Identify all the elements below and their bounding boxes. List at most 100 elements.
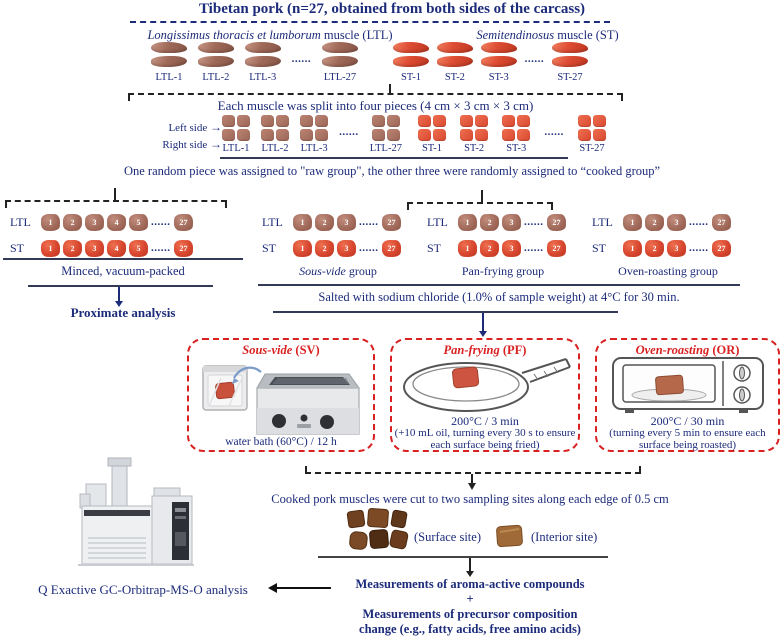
meat-slice xyxy=(436,42,473,53)
meat-piece-numbered: 27 xyxy=(381,239,401,257)
sampling-text: Cooked pork muscles were cut to two samp… xyxy=(271,492,669,506)
meat-piece xyxy=(418,115,431,127)
gc-orbitrap-instrument-illustration xyxy=(78,457,194,566)
meat-piece-numbered: 1 xyxy=(292,239,313,257)
right-side-text: Right side xyxy=(162,139,208,151)
method-name-rest: (SV) xyxy=(292,343,320,357)
raw-ltl-row: LTL 1 2 3 4 5 ...... 27 xyxy=(10,211,193,233)
meat-piece xyxy=(502,115,516,127)
meat-slice xyxy=(393,56,429,67)
st-sample: ST-1 xyxy=(393,42,429,83)
ltl-name-rest: muscle (LTL) xyxy=(320,28,393,42)
meat-piece-numbered: 3 xyxy=(501,239,522,257)
surface-site-label: (Surface site) xyxy=(414,530,481,544)
method-title: Oven-roasting (OR) xyxy=(597,343,778,358)
ellipsis: ...... xyxy=(339,126,359,138)
split-sample: ST-27 xyxy=(578,115,606,154)
method-line2: (+10 mL oil, turning every 30 s to ensur… xyxy=(394,427,576,439)
meat-piece xyxy=(222,115,235,127)
meat-piece xyxy=(315,115,329,127)
meat-piece-numbered: 1 xyxy=(40,239,61,257)
ltl-muscle-label: Longissimus thoracis et lumborum muscle … xyxy=(125,28,415,43)
ellipsis: ...... xyxy=(689,215,709,228)
meat-piece xyxy=(371,115,385,127)
st-samples-row: ST-1 ST-2 ST-3 ...... ST-27 xyxy=(393,42,588,83)
group-ltl-row: LTL 1 2 3...... 27 xyxy=(427,211,579,233)
meat-piece-numbered: 27 xyxy=(381,213,401,231)
meat-piece-numbered: 27 xyxy=(173,239,193,257)
piece-cluster xyxy=(222,115,250,141)
meat-piece-numbered: 2 xyxy=(314,239,335,257)
split-sample: ST-3 xyxy=(502,115,531,154)
group-name-rest: Oven-roasting group xyxy=(618,264,718,278)
split-bracket xyxy=(128,93,623,101)
meat-slice xyxy=(480,56,517,67)
split-sample: ST-2 xyxy=(460,115,489,154)
connector-stem xyxy=(114,188,116,200)
pan-frying-box: Pan-frying (PF) 200°C / 3 min (+10 mL oi… xyxy=(390,338,580,452)
meat-piece xyxy=(460,129,474,141)
section-underline xyxy=(220,157,568,159)
split-sample: LTL-1 xyxy=(222,115,250,154)
meat-piece-numbered: 3 xyxy=(336,213,357,231)
bracket-tick xyxy=(639,466,641,474)
meat-slice xyxy=(197,56,234,67)
raw-group-bracket xyxy=(5,200,227,208)
meat-piece xyxy=(386,129,400,141)
meat-piece-numbered: 2 xyxy=(644,213,665,231)
ltl-sample: LTL-1 xyxy=(151,42,187,83)
meat-piece-numbered: 3 xyxy=(84,213,105,231)
bracket-tick xyxy=(128,93,130,101)
meat-piece xyxy=(578,115,591,127)
sous-vide-box: Sous-vide (SV) water bath (60°C) / 12 h xyxy=(187,338,375,452)
meat-piece xyxy=(593,129,606,141)
sample-label: LTL-27 xyxy=(369,143,402,154)
method-line3: surface being roasted) xyxy=(638,439,737,451)
row-label: ST xyxy=(592,240,607,255)
precursor-measurement-text-1: Measurements of precursor composition xyxy=(362,607,578,621)
meat-slice xyxy=(552,42,588,53)
row-label: ST xyxy=(427,240,442,255)
sample-label: ST-1 xyxy=(400,72,422,83)
split-sample: LTL-3 xyxy=(300,115,329,154)
method-name-italic: Sous-vide xyxy=(242,343,293,357)
ltl-sample: LTL-3 xyxy=(244,42,281,83)
method-caption: water bath (60°C) / 12 h xyxy=(225,436,337,448)
sample-label: ST-27 xyxy=(579,143,605,154)
connector-stem xyxy=(471,474,473,483)
meat-piece xyxy=(237,115,250,127)
meat-piece xyxy=(261,115,275,127)
method-line2: (turning every 5 min to ensure each xyxy=(609,427,766,439)
group-label: Oven-roasting group xyxy=(592,264,744,279)
meat-piece xyxy=(433,129,446,141)
st-split-row: ST-1 ST-2 ST-3 ...... ST-27 xyxy=(418,115,606,154)
ellipsis: ...... xyxy=(359,241,379,254)
meat-piece-numbered: 27 xyxy=(546,213,566,231)
piece-cluster xyxy=(261,115,290,141)
ellipsis: ...... xyxy=(524,53,545,65)
meat-piece xyxy=(475,115,489,127)
meat-piece-numbered: 5 xyxy=(128,239,149,257)
meat-piece xyxy=(222,129,235,141)
piece-cluster xyxy=(502,115,531,141)
bracket-tick xyxy=(621,93,623,101)
title-divider xyxy=(130,21,610,23)
assignment-text: One random piece was assigned to "raw gr… xyxy=(123,164,661,178)
group-label: Pan-frying group xyxy=(427,264,579,279)
ellipsis: ...... xyxy=(291,53,312,65)
meat-piece-numbered: 1 xyxy=(457,239,478,257)
meat-slice xyxy=(393,42,429,53)
method-title: Pan-frying (PF) xyxy=(392,343,578,358)
row-label: LTL xyxy=(592,214,613,229)
meat-piece xyxy=(475,129,489,141)
sampling-bracket xyxy=(305,466,641,474)
cooked-group-bracket xyxy=(407,202,553,210)
st-sample: ST-3 xyxy=(480,42,517,83)
group-st-row: ST 1 2 3...... 27 xyxy=(427,237,579,259)
bracket-tick xyxy=(407,202,409,210)
meat-piece-numbered: 5 xyxy=(128,213,149,231)
ellipsis: ...... xyxy=(524,241,544,254)
meat-piece xyxy=(315,129,329,141)
group-name-rest: Pan-frying group xyxy=(461,264,545,278)
